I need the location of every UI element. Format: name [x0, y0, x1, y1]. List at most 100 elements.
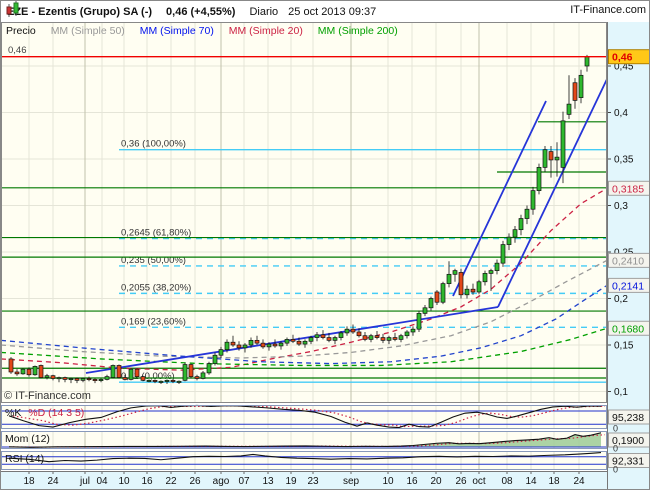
time-tick-label: 26 — [189, 476, 201, 487]
candle — [200, 372, 206, 379]
candle — [344, 328, 350, 334]
candle — [146, 379, 152, 382]
candle — [224, 341, 230, 350]
candle — [482, 273, 488, 283]
candle — [254, 340, 260, 344]
time-axis[interactable] — [1, 471, 607, 490]
price-tick-label: 0,3 — [614, 201, 628, 212]
price-box-label: 0,2141 — [612, 280, 644, 292]
rsi-panel[interactable] — [1, 451, 607, 470]
title-bar: EZE - Ezentis (Grupo) SA (-) 0,46 (+4,55… — [1, 1, 649, 23]
candle — [386, 337, 392, 341]
candle — [212, 354, 218, 364]
candle — [422, 307, 428, 314]
time-tick-label: sep — [343, 476, 360, 487]
price-plot-area[interactable] — [1, 22, 607, 403]
candle — [368, 335, 374, 340]
candlestick-logo-icon — [6, 1, 19, 17]
candle — [134, 368, 140, 377]
stochastic-panel[interactable] — [1, 405, 607, 429]
fib-label: 0,235 (50,00%) — [121, 255, 186, 266]
time-tick-label: ago — [213, 476, 230, 487]
candle — [182, 364, 188, 381]
moving-average-line — [1, 284, 607, 365]
legend-mm200[interactable]: MM (Simple 200) — [317, 25, 398, 37]
price-box-label: 0,2410 — [612, 255, 644, 267]
legend-precio[interactable]: Precio — [6, 25, 36, 37]
time-tick-label: 26 — [455, 476, 467, 487]
time-tick-label: 07 — [238, 476, 250, 487]
candle — [584, 56, 590, 67]
legend-mm70[interactable]: MM (Simple 70) — [139, 25, 214, 37]
candle — [314, 334, 320, 338]
price-box-label: 0,46 — [612, 52, 633, 64]
candle — [242, 344, 248, 349]
candle — [452, 270, 458, 275]
time-tick-label: 20 — [430, 476, 442, 487]
candle — [230, 341, 236, 346]
candle — [266, 343, 272, 348]
stochastic-value-box-label: 95,238 — [612, 412, 644, 424]
candle — [506, 236, 512, 245]
candle — [260, 342, 266, 348]
candle — [206, 363, 212, 374]
stochastic-k-label: %K — [5, 407, 22, 419]
trendline — [452, 100, 547, 297]
candle — [332, 337, 338, 341]
timestamp: 25 oct 2013 09:37 — [288, 5, 377, 18]
time-tick-label: 18 — [548, 476, 560, 487]
candle — [356, 331, 362, 337]
candle — [140, 376, 146, 381]
time-tick-label: 24 — [47, 476, 59, 487]
candle — [218, 349, 224, 356]
candle — [512, 229, 518, 238]
stochastic-zero-label: 0 — [613, 424, 618, 434]
candle — [494, 262, 500, 271]
price-tick-label: 0,2 — [614, 294, 628, 305]
candle — [326, 337, 332, 341]
rsi-border — [1, 451, 607, 470]
candle — [446, 273, 452, 284]
candle — [272, 343, 278, 347]
period-label[interactable]: Diario — [249, 5, 279, 18]
candle — [434, 291, 440, 303]
candle — [80, 378, 86, 381]
candle — [296, 340, 302, 345]
series-legend: Precio MM (Simple 50) MM (Simple 70) MM … — [6, 25, 410, 37]
brand-link[interactable]: IT-Finance.com — [570, 4, 646, 16]
candle — [362, 335, 368, 340]
candle — [410, 328, 416, 333]
candle — [128, 368, 134, 380]
moving-average-line — [1, 327, 607, 367]
last-price-change: 0,46 (+4,55%) — [166, 5, 236, 18]
legend-mm20[interactable]: MM (Simple 20) — [228, 25, 303, 37]
price-tick-label: 0,35 — [614, 155, 634, 166]
momentum-panel-label: Mom (12) — [5, 433, 50, 445]
rsi-zero-label: 0 — [613, 465, 618, 475]
candle — [68, 378, 74, 381]
ma-value-box — [608, 180, 649, 196]
candle — [278, 342, 284, 347]
time-tick-label: 10 — [118, 476, 130, 487]
candle — [518, 218, 524, 231]
time-tick-label: 10 — [382, 476, 394, 487]
ma-value-box — [608, 277, 649, 293]
legend-mm50[interactable]: MM (Simple 50) — [50, 25, 125, 37]
candle — [62, 377, 68, 380]
candle — [104, 376, 110, 380]
momentum-value-box — [608, 432, 649, 448]
candle — [404, 331, 410, 337]
candle — [320, 334, 326, 338]
candle — [158, 380, 164, 383]
price-plot[interactable]: 0,36 (100,00%) 0,2645 (61,80%) 0,235 (50,0… — [1, 54, 608, 385]
stochastic-value-box — [608, 409, 649, 425]
moving-average-line — [1, 259, 607, 359]
candle — [536, 167, 542, 191]
candle — [470, 288, 476, 293]
candle — [458, 272, 464, 296]
current-price-left-label: 0,46 — [8, 45, 27, 56]
candle — [20, 368, 26, 375]
stochastic-panel-label: %K %D (14 3 5) — [5, 407, 84, 419]
momentum-value-box-label: 0,1900 — [612, 435, 644, 447]
